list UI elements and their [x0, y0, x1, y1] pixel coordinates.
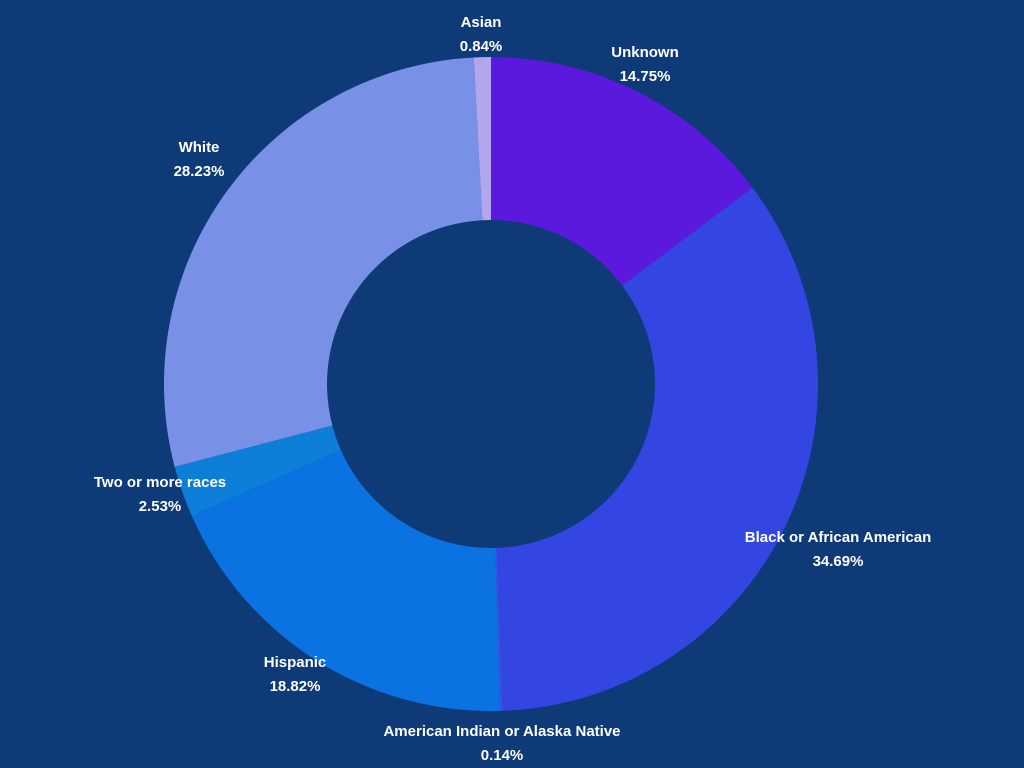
slice-value-label: 0.14% — [480, 747, 524, 764]
slice-black-or-african-american — [496, 187, 818, 711]
slice-hispanic — [191, 450, 500, 711]
slice-white — [163, 57, 483, 467]
slice-category-label: Unknown — [611, 44, 679, 61]
slice-value-label: 0.84% — [459, 38, 503, 55]
slice-asian — [473, 57, 491, 221]
slice-label: Asian 0.84% — [460, 11, 503, 59]
slice-unknown — [491, 57, 753, 286]
slice-label: White 28.23% — [174, 136, 225, 184]
slice-category-label: Asian — [460, 14, 502, 31]
slice-label: Unknown 14.75% — [611, 41, 679, 89]
slice-value-label: 28.23% — [173, 163, 225, 180]
slice-two-or-more-races — [174, 425, 341, 516]
slice-value-label: 18.82% — [269, 678, 321, 695]
slice-label: Hispanic 18.82% — [264, 651, 327, 699]
slice-label: Black or African American 34.69% — [745, 526, 931, 574]
slice-american-indian-or-alaska-native — [495, 547, 503, 711]
slice-label: Two or more races 2.53% — [94, 471, 226, 519]
slice-label: American Indian or Alaska Native 0.14% — [383, 720, 620, 768]
slice-value-label: 14.75% — [619, 68, 671, 85]
slice-category-label: Two or more races — [93, 474, 227, 491]
slice-value-label: 34.69% — [812, 553, 864, 570]
slice-value-label: 2.53% — [138, 498, 182, 515]
slice-category-label: White — [178, 139, 220, 156]
slice-category-label: Hispanic — [263, 654, 327, 671]
slice-category-label: American Indian or Alaska Native — [383, 723, 621, 740]
slice-category-label: Black or African American — [744, 529, 932, 546]
